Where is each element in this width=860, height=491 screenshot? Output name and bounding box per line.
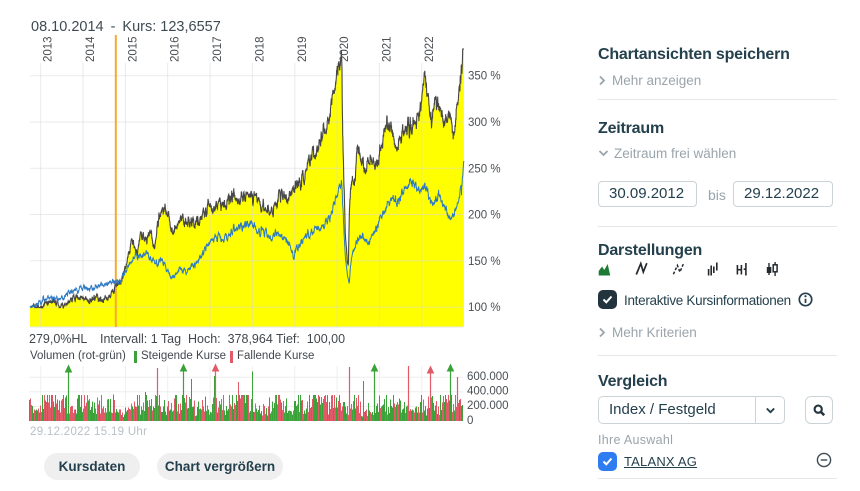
svg-text:2015: 2015 bbox=[127, 36, 139, 62]
svg-text:400.000: 400.000 bbox=[467, 386, 509, 398]
svg-text:2018: 2018 bbox=[254, 36, 266, 62]
svg-text:2014: 2014 bbox=[85, 36, 97, 62]
svg-text:2013: 2013 bbox=[43, 36, 55, 62]
svg-text:200 %: 200 % bbox=[468, 210, 501, 222]
svg-text:2020: 2020 bbox=[339, 36, 351, 62]
svg-text:0: 0 bbox=[467, 415, 473, 427]
svg-text:300 %: 300 % bbox=[468, 117, 501, 129]
svg-text:2019: 2019 bbox=[297, 36, 309, 62]
svg-text:200.000: 200.000 bbox=[467, 400, 509, 412]
svg-text:100 %: 100 % bbox=[468, 302, 501, 314]
svg-text:600.000: 600.000 bbox=[467, 371, 509, 383]
svg-text:350 %: 350 % bbox=[468, 71, 501, 83]
svg-text:250 %: 250 % bbox=[468, 163, 501, 175]
svg-text:2016: 2016 bbox=[170, 36, 182, 62]
svg-text:150 %: 150 % bbox=[468, 256, 501, 268]
svg-text:2017: 2017 bbox=[212, 36, 224, 62]
svg-text:2021: 2021 bbox=[381, 36, 393, 62]
svg-text:2022: 2022 bbox=[424, 36, 436, 62]
